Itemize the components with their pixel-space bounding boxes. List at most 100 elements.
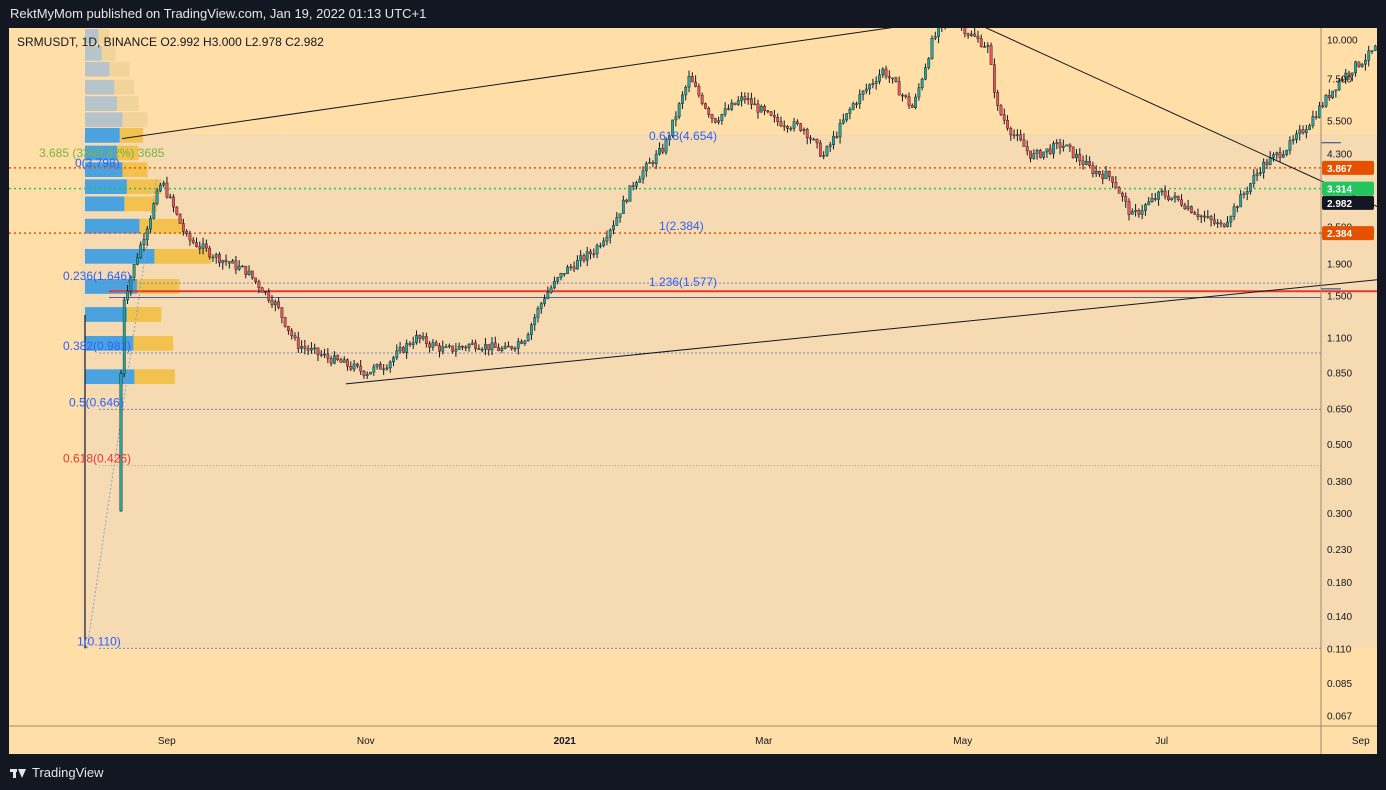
candle-body: [369, 371, 372, 375]
candle-body: [395, 350, 399, 358]
candle-body: [727, 108, 730, 110]
price-tick-label: 1.900: [1327, 260, 1352, 271]
candle-body: [822, 155, 826, 157]
volume-profile-row-yellow: [122, 112, 148, 128]
candle-body: [247, 270, 251, 275]
candle-body: [553, 281, 556, 289]
price-chart[interactable]: 0(13.732)0.618(4.654)1(2.384)1.236(1.577…: [9, 0, 1386, 754]
candle-body: [1196, 214, 1200, 217]
fib-level-label: 3.685 (3349.82%) 3685: [39, 146, 165, 160]
price-tick-label: 1.500: [1327, 292, 1352, 303]
candle-body: [1245, 191, 1249, 195]
candle-body: [474, 342, 477, 349]
candle-body: [605, 236, 609, 242]
candle-body: [983, 46, 986, 48]
candle-body: [572, 266, 576, 270]
volume-profile-row-yellow: [134, 369, 175, 385]
candle-body: [503, 345, 507, 349]
publish-header: RektMyMom published on TradingView.com, …: [0, 0, 1386, 28]
volume-profile-row-blue: [85, 79, 115, 95]
candle-body: [1183, 204, 1187, 210]
candle-body: [523, 340, 527, 344]
candle-body: [989, 45, 993, 65]
candle-body: [769, 111, 773, 116]
candle-body: [933, 36, 937, 39]
time-tick-label: May: [953, 736, 972, 747]
candle-body: [707, 108, 711, 115]
candle-body: [730, 102, 734, 110]
price-tick-label: 0.230: [1327, 545, 1352, 556]
price-tick-label: 7.500: [1327, 74, 1352, 85]
candle-body: [1153, 198, 1157, 200]
candle-body: [267, 291, 271, 301]
candle-body: [1137, 209, 1141, 215]
candle-body: [658, 148, 661, 155]
candle-body: [792, 121, 796, 129]
candle-body: [237, 265, 241, 270]
candle-body: [927, 58, 931, 68]
candle-body: [1331, 90, 1334, 99]
candle-body: [1334, 89, 1338, 92]
chart-title: SRMUSDT, 1D, BINANCE O2.992 H3.000 L2.97…: [17, 35, 324, 49]
candle-body: [815, 138, 819, 144]
candle-body: [779, 121, 783, 127]
fib-level-label: 1.236(1.577): [649, 275, 717, 289]
fib-level-label: 0.5(0.646): [69, 395, 124, 409]
candle-body: [562, 273, 566, 275]
candle-body: [1298, 129, 1302, 135]
candle-body: [1111, 176, 1114, 183]
price-badge-label: 2.384: [1327, 229, 1352, 240]
candle-body: [316, 347, 320, 355]
volume-profile-row-blue: [85, 179, 127, 195]
candle-body: [313, 347, 317, 350]
candle-body: [1035, 150, 1039, 154]
candle-body: [970, 33, 973, 36]
candle-body: [802, 129, 806, 131]
price-tick-label: 0.300: [1327, 509, 1352, 520]
price-tick-label: 0.850: [1327, 368, 1352, 379]
candle-body: [260, 287, 264, 293]
volume-profile-row-blue: [85, 335, 134, 351]
fib-level-label: 0(3.798): [75, 156, 120, 170]
fib-level-label: 0.618(0.426): [63, 452, 131, 466]
candle-body: [628, 185, 632, 202]
time-tick-label: Sep: [1352, 736, 1370, 747]
chart-area[interactable]: 0(13.732)0.618(4.654)1(2.384)1.236(1.577…: [9, 0, 1386, 754]
candle-body: [218, 254, 221, 264]
candle-body: [122, 299, 126, 374]
candle-body: [431, 342, 435, 348]
candle-body: [582, 255, 586, 261]
candle-body: [1032, 153, 1036, 159]
candle-body: [1249, 183, 1252, 192]
candle-body: [858, 94, 862, 105]
price-badge-label: 3.314: [1327, 185, 1352, 196]
fib-level-label: 0.236(1.646): [63, 269, 131, 283]
volume-profile-row-blue: [85, 112, 123, 128]
candle-body: [342, 359, 346, 363]
candle-body: [500, 348, 504, 351]
candle-body: [631, 185, 635, 187]
candle-body: [392, 357, 395, 363]
candle-body: [418, 335, 422, 339]
candle-body: [1078, 153, 1082, 162]
fib-level-label: 1(2.384): [659, 219, 704, 233]
candle-body: [162, 182, 166, 186]
candle-body: [674, 116, 678, 121]
price-tick-label: 4.300: [1327, 149, 1352, 160]
candle-body: [809, 137, 812, 140]
candle-body: [424, 336, 428, 344]
candle-body: [533, 317, 537, 325]
candle-body: [1075, 153, 1078, 158]
candle-body: [303, 346, 307, 349]
candle-body: [293, 335, 297, 339]
price-badge-label: 3.867: [1327, 164, 1352, 175]
candle-body: [789, 127, 793, 130]
candle-body: [536, 308, 540, 318]
candle-body: [401, 347, 405, 353]
candle-body: [1065, 144, 1069, 147]
candle-body: [746, 98, 750, 101]
candle-body: [1370, 50, 1374, 52]
candle-body: [1048, 148, 1052, 154]
candle-body: [743, 96, 747, 101]
candle-body: [661, 148, 665, 153]
